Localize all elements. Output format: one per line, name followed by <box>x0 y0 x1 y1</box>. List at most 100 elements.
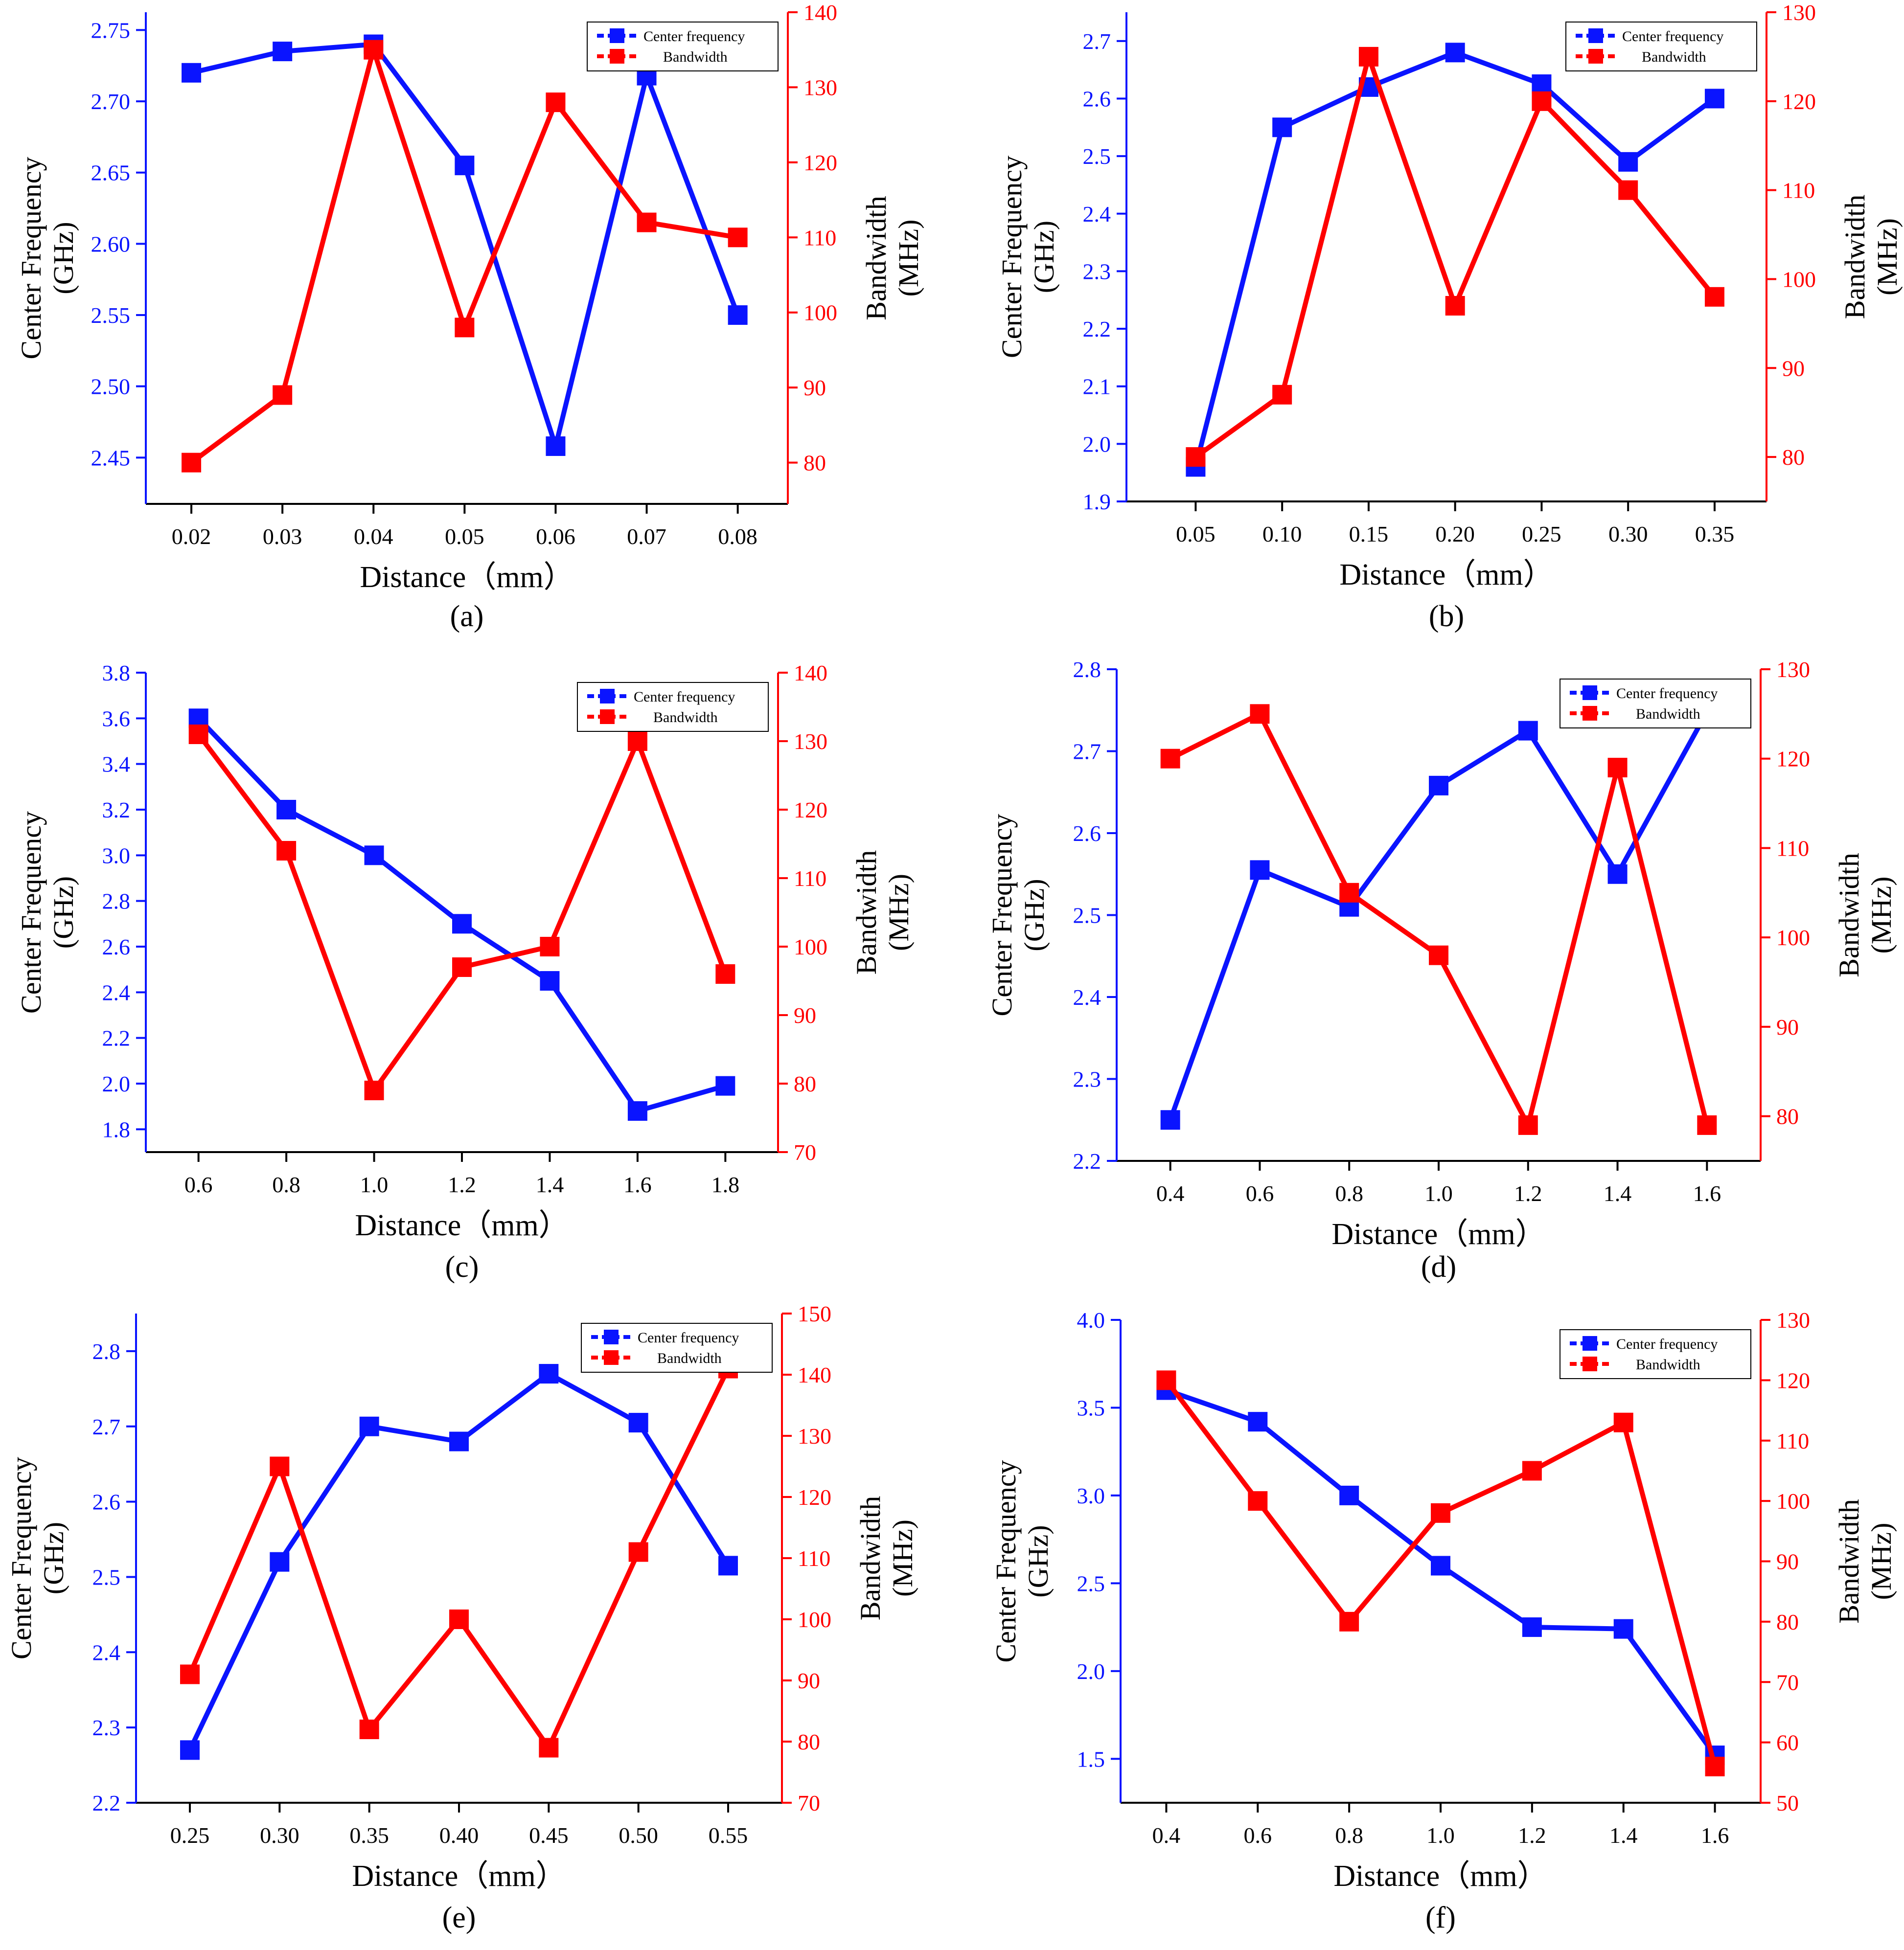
left-y-tick-label: 2.0 <box>1077 1659 1105 1684</box>
x-tick-label: 0.35 <box>349 1823 389 1848</box>
legend: Center frequency Bandwidth <box>577 682 769 732</box>
x-axis-title: Distance（mm） <box>355 1209 569 1242</box>
center-frequency-point <box>546 436 566 456</box>
left-y-tick-label: 3.0 <box>1077 1483 1105 1508</box>
legend-label: Center frequency <box>1616 685 1718 702</box>
right-y-tick-label: 130 <box>1776 657 1810 682</box>
left-y-tick-label: 2.60 <box>91 231 131 256</box>
center-frequency-point <box>1532 74 1552 94</box>
right-y-tick-label: 70 <box>798 1791 820 1815</box>
x-tick-label: 0.03 <box>263 524 302 549</box>
legend: Center frequency Bandwidth <box>587 22 779 71</box>
right-y-axis-title: Bandwidth(MHz) <box>1839 195 1903 319</box>
left-y-tick-label: 2.8 <box>1073 657 1101 682</box>
center-frequency-point <box>1250 860 1270 880</box>
right-y-tick-label: 100 <box>794 934 827 959</box>
bandwidth-point <box>628 1542 648 1562</box>
left-y-tick-label: 2.6 <box>92 1490 121 1515</box>
center-frequency-point <box>1272 117 1292 137</box>
left-y-tick-label: 2.2 <box>1073 1149 1101 1174</box>
center-frequency-point <box>364 845 384 865</box>
right-y-tick-label: 130 <box>1782 0 1816 25</box>
left-y-tick-label: 2.3 <box>1083 259 1111 284</box>
right-y-axis-title: Bandwidth(MHz) <box>850 850 915 975</box>
x-tick-label: 1.0 <box>1426 1823 1455 1848</box>
right-y-axis-title: Bandwidth(MHz) <box>860 196 924 320</box>
right-y-tick-label: 120 <box>794 797 827 822</box>
center-frequency-point <box>276 800 297 819</box>
left-y-tick-label: 3.5 <box>1077 1395 1105 1420</box>
panel-label: (d) <box>1421 1250 1456 1284</box>
right-y-tick-label: 100 <box>1782 267 1816 292</box>
legend-swatch-marker <box>1588 28 1603 43</box>
left-y-tick-label: 1.8 <box>102 1117 131 1142</box>
center-frequency-point <box>718 1556 738 1576</box>
bandwidth-point <box>546 92 566 113</box>
legend-label: Bandwidth <box>1642 49 1706 65</box>
left-y-tick-label: 2.75 <box>91 18 131 43</box>
bandwidth-point <box>359 1720 379 1739</box>
bandwidth-point <box>452 957 472 977</box>
left-y-axis-title-line: (GHz) <box>47 222 79 294</box>
right-y-axis-title-line: Bandwidth <box>854 1496 886 1621</box>
x-tick-label: 0.6 <box>1246 1181 1274 1206</box>
center-frequency-point <box>359 1416 379 1436</box>
center-frequency-point <box>1248 1412 1268 1432</box>
bandwidth-point <box>1613 1412 1633 1432</box>
center-frequency-point <box>1445 43 1465 63</box>
right-y-axis-title-line: Bandwidth <box>1833 853 1865 977</box>
left-y-tick-label: 3.6 <box>102 706 131 731</box>
left-y-axis-title-line: Center Frequency <box>5 1457 37 1659</box>
x-tick-label: 0.4 <box>1152 1823 1181 1848</box>
bandwidth-point <box>715 964 735 984</box>
left-y-tick-label: 1.5 <box>1077 1746 1105 1771</box>
center-frequency-point <box>452 914 472 934</box>
x-tick-label: 0.20 <box>1435 522 1475 546</box>
bandwidth-point <box>1618 180 1638 200</box>
left-y-tick-label: 2.4 <box>1083 202 1111 227</box>
x-tick-label: 0.4 <box>1156 1181 1185 1206</box>
x-tick-label: 1.6 <box>1701 1823 1729 1848</box>
right-y-tick-label: 110 <box>1776 1428 1809 1453</box>
right-y-axis-title-line: (MHz) <box>883 874 915 951</box>
legend-label: Center frequency <box>638 1330 739 1346</box>
left-y-axis-title: Center Frequency(GHz) <box>986 814 1050 1017</box>
x-tick-label: 0.05 <box>445 524 484 549</box>
center-frequency-point <box>1429 775 1448 795</box>
x-tick-label: 1.8 <box>711 1172 740 1197</box>
left-y-axis-title: Center Frequency(GHz) <box>996 156 1060 358</box>
bandwidth-point <box>182 453 202 473</box>
center-frequency-point <box>540 971 560 991</box>
x-tick-label: 0.04 <box>354 524 393 549</box>
legend: Center frequency Bandwidth <box>1565 22 1757 71</box>
left-y-tick-label: 3.0 <box>102 843 131 868</box>
legend-swatch-marker <box>604 1350 619 1365</box>
bandwidth-point <box>1339 883 1359 903</box>
chart-panel-b: 0.05 0.10 0.15 0.20 0.25 0.30 0.35 1.9 2.0 2.1 2.2… <box>996 0 1903 633</box>
left-y-tick-label: 2.6 <box>102 934 131 959</box>
right-y-tick-label: 100 <box>1776 1489 1810 1514</box>
bandwidth-point <box>637 212 657 232</box>
x-tick-label: 0.05 <box>1176 522 1216 546</box>
bandwidth-point <box>539 1738 559 1758</box>
right-y-tick-label: 80 <box>803 451 826 476</box>
left-y-tick-label: 2.65 <box>91 160 131 185</box>
right-y-tick-label: 140 <box>794 660 827 685</box>
x-tick-label: 1.2 <box>448 1172 476 1197</box>
left-y-tick-label: 2.2 <box>92 1791 121 1815</box>
right-y-tick-label: 90 <box>798 1668 820 1693</box>
legend-label: Bandwidth <box>657 1350 722 1366</box>
x-axis-title: Distance（mm） <box>1333 1859 1547 1893</box>
bandwidth-point <box>1704 287 1724 307</box>
left-y-tick-label: 2.4 <box>102 980 131 1005</box>
left-y-tick-label: 2.5 <box>1073 903 1101 928</box>
left-y-tick-label: 2.4 <box>92 1640 121 1665</box>
left-y-tick-label: 2.2 <box>1083 317 1111 341</box>
left-y-axis-title-line: Center Frequency <box>996 156 1028 358</box>
right-y-tick-label: 100 <box>798 1607 831 1632</box>
x-tick-label: 0.6 <box>1244 1823 1272 1848</box>
left-y-axis-title-line: (GHz) <box>1028 221 1060 293</box>
left-y-axis-title: Center Frequency(GHz) <box>15 157 79 360</box>
left-y-tick-label: 2.55 <box>91 303 131 328</box>
